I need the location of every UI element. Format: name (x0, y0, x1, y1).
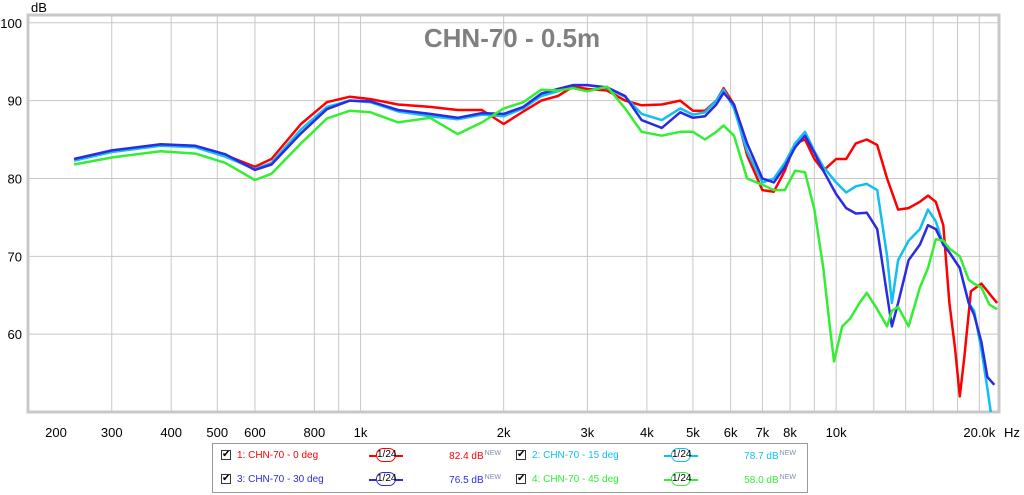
smoothing-label: 1/24 (671, 472, 692, 486)
x-tick-label: 8k (783, 425, 797, 440)
x-axis-unit: Hz (1004, 425, 1020, 440)
y-tick-label: 80 (8, 171, 22, 186)
x-tick-label: 10k (826, 425, 847, 440)
y-axis-label: dB (31, 0, 47, 15)
smoothing-indicator[interactable]: 1/24 (369, 472, 403, 488)
series-line-4 (73, 85, 998, 363)
axis-ticks: 200 300 400 500 600 800 1k 2k 3k 4k 5k 6k 7k 8k 10k 20.… (0, 16, 995, 440)
legend-series-name: 1: CHN-70 - 0 deg (237, 450, 319, 461)
smoothing-indicator[interactable]: 1/24 (369, 448, 403, 464)
series-line-3 (73, 83, 996, 386)
y-tick-label: 70 (8, 249, 22, 264)
legend-checkbox[interactable]: ✔ (221, 473, 231, 484)
x-tick-label: 5k (686, 425, 700, 440)
x-tick-label: 300 (101, 425, 123, 440)
plot-area-frame (26, 13, 1001, 414)
legend-checkbox[interactable]: ✔ (221, 449, 231, 460)
x-tick-label: 20.0k (963, 425, 995, 440)
legend-checkbox[interactable]: ✔ (516, 449, 526, 460)
x-tick-label: 4k (640, 425, 654, 440)
x-tick-label: 600 (244, 425, 266, 440)
x-tick-label: 6k (724, 425, 738, 440)
x-tick-label: 1k (354, 425, 368, 440)
legend-checkbox[interactable]: ✔ (516, 473, 526, 484)
series-line-2 (73, 83, 993, 412)
legend-series-name: 3: CHN-70 - 30 deg (237, 474, 324, 485)
x-tick-label: 7k (756, 425, 770, 440)
x-tick-label: 800 (304, 425, 326, 440)
legend-level: 58.0 dBNEW (744, 474, 796, 486)
smoothing-indicator[interactable]: 1/24 (664, 448, 698, 464)
x-tick-label: 2k (497, 425, 511, 440)
y-tick-label: 60 (8, 327, 22, 342)
chart-title: CHN-70 - 0.5m (424, 23, 600, 53)
series-lines (73, 83, 999, 412)
y-tick-label: 90 (8, 94, 22, 109)
x-tick-label: 500 (206, 425, 228, 440)
series-line-1 (73, 85, 999, 398)
legend: ✔ 1: CHN-70 - 0 deg 1/24 82.4 dBNEW ✔ 3: CHN-… (212, 443, 808, 493)
x-tick-label: 200 (45, 425, 67, 440)
smoothing-label: 1/24 (376, 448, 397, 462)
legend-series-name: 4: CHN-70 - 45 deg (532, 474, 619, 485)
smoothing-label: 1/24 (376, 472, 397, 486)
smoothing-indicator[interactable]: 1/24 (664, 472, 698, 488)
smoothing-label: 1/24 (671, 448, 692, 462)
x-tick-label: 3k (581, 425, 595, 440)
legend-level: 82.4 dBNEW (449, 450, 501, 462)
x-tick-label: 400 (160, 425, 182, 440)
legend-series-name: 2: CHN-70 - 15 deg (532, 450, 619, 461)
grid-lines (28, 15, 999, 412)
legend-level: 76.5 dBNEW (449, 474, 501, 486)
legend-level: 78.7 dBNEW (744, 450, 796, 462)
y-tick-label: 100 (0, 16, 22, 31)
